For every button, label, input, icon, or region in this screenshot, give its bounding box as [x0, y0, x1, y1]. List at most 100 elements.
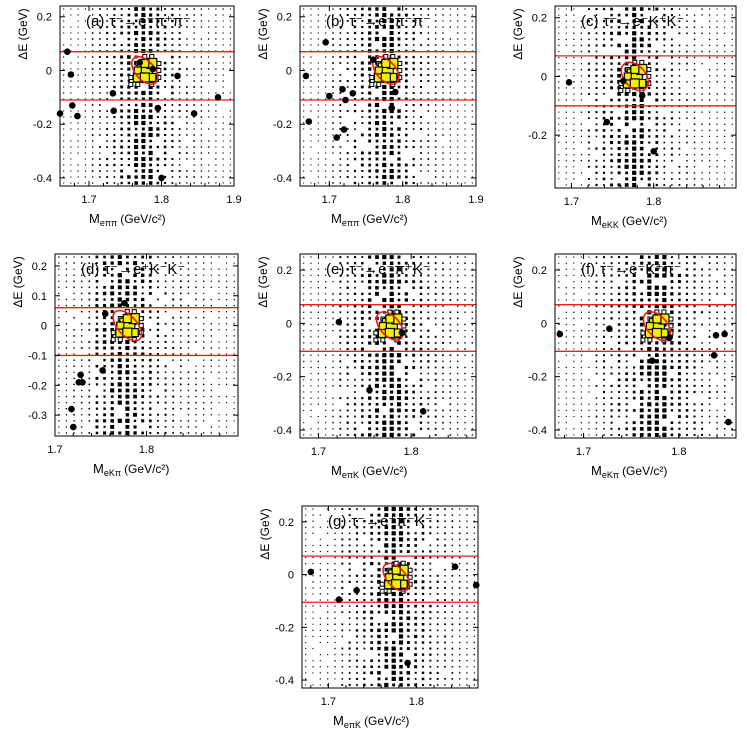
mc-bin	[120, 68, 123, 70]
mc-bin	[200, 98, 203, 100]
mc-bin	[375, 25, 379, 29]
mc-bin	[724, 415, 726, 418]
mc-bin	[471, 323, 473, 326]
mc-bin	[580, 20, 583, 22]
mc-bin	[397, 286, 401, 289]
mc-bin	[305, 648, 307, 650]
mc-bin	[339, 274, 342, 277]
mc-bin	[464, 342, 466, 344]
mc-bin	[420, 262, 422, 264]
mc-bin	[420, 8, 422, 10]
mc-bin	[648, 141, 651, 144]
mc-bin	[120, 122, 123, 125]
mc-bin	[164, 86, 166, 88]
mc-bin	[565, 123, 567, 125]
mc-bin	[595, 135, 598, 138]
mc-bin	[693, 117, 696, 119]
mc-bin	[81, 329, 83, 331]
mc-bin	[708, 262, 711, 265]
mc-bin	[171, 55, 174, 59]
mc-bin	[375, 415, 379, 418]
mc-bin	[412, 347, 415, 351]
mc-bin	[655, 50, 658, 53]
mc-bin	[370, 622, 374, 626]
mc-bin	[339, 409, 342, 412]
mc-bin	[595, 44, 598, 47]
mc-bin	[399, 616, 403, 620]
data-point	[110, 107, 117, 115]
mc-bin	[319, 599, 321, 601]
mc-bin	[580, 87, 582, 89]
mc-bin	[595, 183, 598, 187]
mc-bin	[117, 400, 122, 405]
mc-bin	[368, 341, 372, 345]
mc-bin	[404, 97, 408, 101]
mc-bin	[348, 520, 351, 522]
mc-bin	[456, 428, 459, 430]
mc-bin	[325, 14, 327, 16]
mc-bin	[127, 8, 130, 10]
mc-bin	[200, 14, 203, 16]
mc-bin	[731, 69, 733, 71]
mc-bin	[397, 292, 401, 296]
mc-bin	[580, 366, 582, 369]
mc-bin	[127, 91, 131, 95]
mc-bin	[580, 385, 582, 387]
mc-bin	[348, 672, 351, 674]
mc-bin	[693, 262, 696, 265]
mc-bin	[693, 69, 696, 71]
mc-bin	[412, 116, 415, 118]
mc-bin	[708, 348, 711, 350]
mc-bin	[595, 129, 598, 132]
mc-bin	[113, 145, 116, 149]
mc-bin	[701, 172, 703, 174]
mc-bin	[654, 389, 659, 395]
mc-bin	[319, 660, 321, 662]
mc-bin	[356, 684, 358, 686]
mc-bin	[693, 274, 696, 277]
mc-bin	[587, 62, 590, 65]
mc-bin	[588, 111, 590, 114]
mc-bin	[157, 419, 159, 422]
mc-bin	[701, 299, 703, 301]
mc-bin	[127, 175, 131, 179]
mc-bin	[229, 128, 231, 130]
mc-bin	[632, 19, 636, 23]
mc-bin	[95, 304, 99, 308]
mc-bin	[63, 92, 65, 94]
mc-bin	[427, 56, 430, 58]
mc-bin	[434, 360, 437, 363]
mc-bin	[99, 32, 101, 34]
mc-bin	[120, 169, 123, 173]
mc-bin	[63, 26, 65, 28]
data-point	[70, 423, 77, 431]
mc-bin	[193, 164, 195, 166]
signal-mc-bin	[128, 81, 134, 87]
mc-bin	[701, 360, 704, 363]
mc-bin	[77, 86, 79, 88]
mc-bin	[639, 170, 644, 175]
mc-bin	[471, 164, 473, 166]
mc-bin	[731, 172, 733, 174]
mc-bin	[325, 281, 327, 283]
mc-bin	[435, 128, 437, 130]
mc-bin	[421, 556, 425, 559]
mc-bin	[339, 366, 341, 369]
mc-bin	[625, 323, 628, 326]
mc-bin	[471, 342, 473, 344]
mc-bin	[708, 14, 711, 16]
mc-bin	[595, 366, 598, 369]
mc-bin	[573, 178, 575, 180]
mc-bin	[312, 587, 314, 589]
data-point	[565, 79, 573, 86]
mc-bin	[375, 85, 379, 89]
mc-bin	[222, 152, 224, 154]
mc-bin	[73, 414, 75, 416]
mc-bin	[588, 93, 590, 95]
mc-bin	[434, 378, 437, 381]
mc-bin	[429, 580, 432, 583]
mc-bin	[186, 98, 188, 100]
mc-bin	[632, 158, 637, 163]
mc-bin	[632, 396, 636, 400]
mc-bin	[303, 317, 305, 319]
